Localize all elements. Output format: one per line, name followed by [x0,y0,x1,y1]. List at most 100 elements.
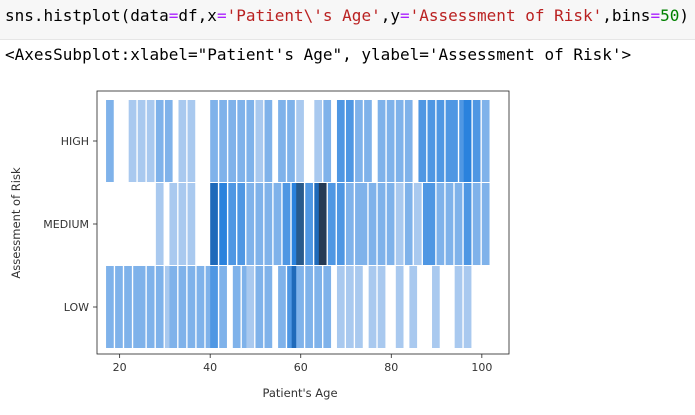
histogram-cell [278,100,286,182]
histogram-cell [404,183,413,265]
y-tick-label: LOW [64,301,89,314]
histogram-cell [422,183,431,265]
cell-output-text: <AxesSubplot:xlabel="Patient's Age", yla… [5,45,632,64]
histogram-cell [377,100,386,182]
histogram-cell [436,183,445,265]
histogram-cell [219,266,227,348]
histogram-cell [187,266,196,348]
code-token: 'Patient\'s Age' [226,6,381,25]
histogram-cell [445,100,454,182]
histogram-cell [386,183,395,265]
histogram-cell [241,266,250,348]
histogram-cell [459,100,467,182]
histogram-cell [255,266,264,348]
histogram-cell [169,183,178,265]
histogram-cell [395,266,404,348]
x-axis-label: Patient's Age [262,386,337,400]
histogram-cell [336,100,345,182]
histogram-cell [133,266,141,348]
histogram-cell [232,266,241,348]
code-token: df,x [178,6,217,25]
histogram-cell [237,100,246,182]
code-token: ,bins [602,6,651,25]
histogram-cell [155,266,164,348]
histogram-cell [336,266,345,348]
histogram-cell [454,183,463,265]
histogram-cell [327,183,336,265]
histogram-cell [228,183,236,265]
histogram-cell [445,183,454,265]
histogram-cell [305,183,313,265]
histogram-cell [454,266,463,348]
histogram-cell [246,100,255,182]
histogram-cell [237,183,246,265]
histogram-cell [196,266,205,348]
code-token: ) [679,6,689,25]
histogram-cell [278,266,286,348]
code-token: = [650,6,661,25]
histogram-cell [137,100,146,182]
histogram-cell [323,100,332,182]
y-tick-label: HIGH [61,135,89,148]
histogram-cell [264,266,273,348]
histogram-cell [291,183,300,265]
histogram-cell [377,266,386,348]
histogram-cell [436,100,445,182]
y-tick-label: MEDIUM [43,218,89,231]
histogram-cell [377,183,386,265]
code-input[interactable]: sns.histplot(data=df,x='Patient\'s Age',… [5,6,689,25]
histogram-cell [164,266,173,348]
histogram-cell [246,183,255,265]
histogram-cell [314,100,323,182]
histogram-cell [364,100,372,182]
x-tick-label: 60 [294,361,308,374]
x-tick-label: 40 [203,361,217,374]
histogram-cell [395,100,404,182]
code-token: ,y [380,6,400,25]
histogram-cell [178,100,187,182]
histogram-cell [128,100,137,182]
histogram-cell [314,266,323,348]
code-token: 'Assessment of Risk' [409,6,603,25]
histogram-cell [187,100,196,182]
histogram-cell [413,183,422,265]
histogram-cell [463,183,472,265]
code-token: = [216,6,227,25]
code-token: = [168,6,179,25]
x-tick-label: 80 [384,361,398,374]
histogram-cell [346,100,354,182]
histogram-cell [255,100,264,182]
histogram-cell [432,266,440,348]
histogram-cells [106,100,490,348]
histogram-cell [210,183,218,265]
histogram-cell [106,266,114,348]
histogram-cell [355,266,363,348]
histogram-cell [463,100,472,182]
histogram-cell [296,183,304,265]
code-token: 50 [660,6,680,25]
histogram-cell [115,266,123,348]
histogram-cell [205,266,214,348]
histogram-cell [368,183,377,265]
histogram-cell [346,183,354,265]
histogram-cell [472,183,481,265]
y-axis-ticks: HIGH MEDIUM LOW [43,135,97,314]
histogram-cell [395,183,404,265]
histogram-cell [146,100,155,182]
histogram-cell [282,183,291,265]
histogram-cell [404,100,413,182]
histogram-cell [273,183,282,265]
histogram-cell [264,100,273,182]
code-token: = [399,6,410,25]
histogram-cell [427,100,436,182]
code-cell[interactable]: sns.histplot(data=df,x='Patient\'s Age',… [0,0,695,40]
histogram-cell [228,100,236,182]
histogram-cell [210,100,218,182]
histogram-cell [210,266,218,348]
histogram-cell [146,266,155,348]
histogram-cell [323,266,332,348]
histogram-cell [409,266,418,348]
histogram-cell [164,100,173,182]
histogram-cell [368,266,377,348]
